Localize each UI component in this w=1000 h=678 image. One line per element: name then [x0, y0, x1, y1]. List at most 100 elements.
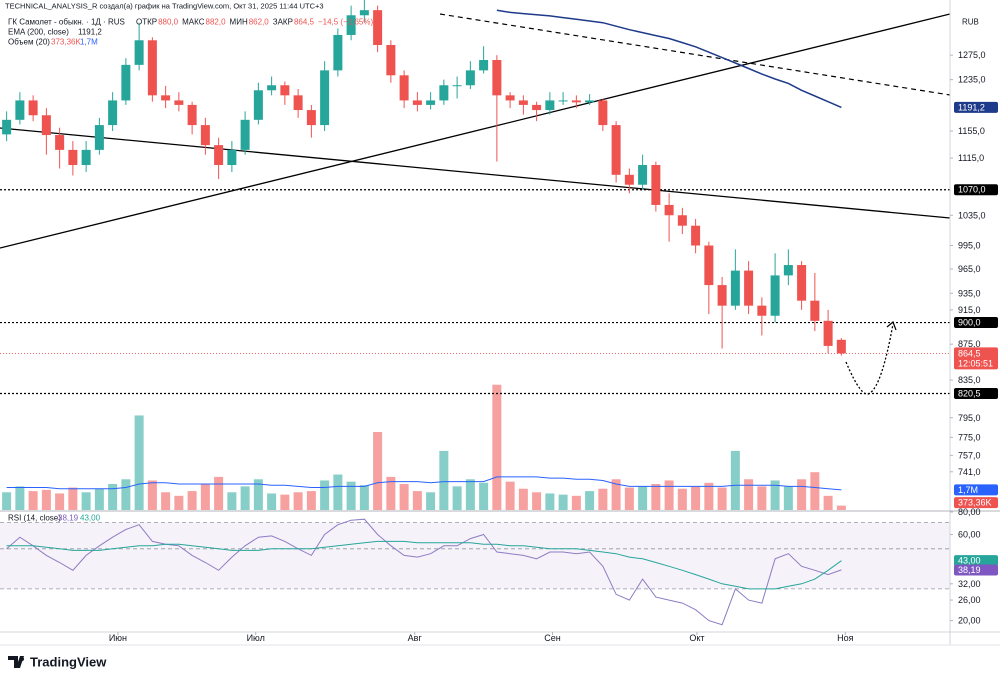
candle-body: [585, 100, 595, 103]
rsi-tick-label: 80,00: [958, 507, 981, 517]
candle-body: [704, 245, 714, 286]
candle-body: [797, 265, 807, 301]
volume-bar: [518, 488, 528, 510]
rsi-legend: RSI (14, close): [8, 514, 61, 523]
x-tick-label: Июн: [109, 633, 127, 643]
volume-ma-legend-value: 1,7M: [80, 38, 98, 47]
candle-body: [439, 85, 449, 101]
volume-bar: [94, 488, 104, 510]
ohlc-label: МИН: [230, 18, 248, 27]
y-tick-label: 741,0: [958, 467, 981, 477]
volume-bar: [306, 491, 316, 510]
price-badge-label: 900,0: [958, 318, 981, 328]
ohlc-value: 880,0: [158, 18, 179, 27]
candle-body: [730, 270, 740, 306]
trendline: [0, 127, 950, 219]
price-badge-label: 373,36K: [958, 498, 992, 508]
volume-ma-line: [6, 476, 842, 491]
ohlc-label: ЗАКР: [273, 18, 293, 27]
price-badge: [954, 564, 998, 576]
y-tick-label: 835,0: [958, 375, 981, 385]
price-badge-label: 820,5: [958, 389, 981, 399]
volume-bar: [545, 493, 555, 510]
y-tick-label: 995,0: [958, 241, 981, 251]
countdown: 12:05:51: [958, 358, 993, 368]
candle-body: [306, 110, 316, 126]
candle-body: [532, 104, 542, 111]
volume-bar: [359, 485, 369, 510]
price-badge: [954, 555, 998, 567]
candle-body: [161, 95, 171, 101]
volume-bar: [677, 488, 687, 510]
candle-body: [121, 64, 131, 101]
y-tick-label: 1115,0: [958, 153, 984, 163]
candle-body: [624, 174, 634, 185]
volume-bar: [598, 488, 608, 510]
rsi-tick-label: 26,00: [958, 595, 981, 605]
ohlc-label: МАКС: [182, 18, 205, 27]
price-badge: [954, 347, 998, 370]
volume-bar: [240, 486, 250, 510]
candle-body: [518, 100, 528, 105]
volume-bar: [134, 415, 144, 510]
ema-legend: EMA (200, close): [8, 28, 69, 37]
candle-body: [28, 100, 38, 116]
volume-bar: [386, 476, 396, 510]
ohlc-change: −14,5 (−1,65%): [318, 18, 373, 27]
y-tick-label: 1275,0: [958, 50, 986, 60]
candle-body: [359, 10, 369, 16]
candle-body: [267, 85, 277, 91]
candle-body: [783, 265, 793, 276]
volume-bar: [187, 491, 197, 510]
volume-bar: [81, 492, 91, 510]
y-tick-label: 965,0: [958, 264, 981, 274]
volume-bar: [253, 479, 263, 510]
candle-body: [81, 149, 91, 166]
candle-body: [68, 149, 78, 166]
candle-body: [757, 305, 767, 316]
x-tick-label: Авг: [408, 633, 423, 643]
candle-body: [426, 100, 436, 105]
volume-bar: [571, 495, 581, 510]
volume-bar: [452, 486, 462, 510]
candle-body: [651, 165, 661, 205]
x-tick-label: Окт: [689, 633, 704, 643]
y-tick-label: 757,0: [958, 450, 981, 460]
volume-bar: [757, 486, 767, 510]
candle-body: [571, 100, 581, 103]
candle-body: [598, 100, 608, 126]
x-tick-label: Сен: [544, 633, 561, 643]
attribution: TECHNICAL_ANALYSIS_R создал(а) график на…: [5, 2, 324, 11]
candle-body: [346, 15, 356, 35]
ohlc-label: ОТКР: [136, 18, 157, 27]
candle-body: [465, 70, 475, 86]
trendline: [0, 13, 950, 249]
volume-bar: [320, 480, 330, 510]
candle-body: [452, 85, 462, 87]
candle-body: [545, 100, 555, 111]
price-badge-label: 1,7M: [958, 485, 978, 495]
volume-bar: [333, 474, 343, 510]
price-badge: [954, 497, 998, 509]
candle-body: [55, 135, 65, 150]
ohlc-value: 864,5: [294, 18, 315, 27]
candle-body: [664, 204, 674, 216]
volume-bar: [399, 484, 409, 510]
candle-body: [717, 285, 727, 306]
candle-body: [15, 100, 25, 120]
y-tick-label: 1155,0: [958, 126, 985, 136]
candle-body: [227, 149, 237, 166]
candle-body: [174, 100, 184, 105]
volume-bar: [638, 486, 648, 510]
candle-body: [386, 44, 396, 76]
price-badge: [954, 388, 998, 400]
logo-dot: [20, 657, 24, 661]
volume-bar: [214, 476, 224, 510]
candle-body: [638, 165, 648, 185]
volume-bar: [730, 450, 740, 510]
volume-bar: [293, 492, 303, 510]
y-tick-label: 775,0: [958, 432, 981, 442]
volume-bar: [465, 479, 475, 510]
candle-body: [744, 270, 754, 306]
y-tick-label: 795,0: [958, 413, 981, 423]
